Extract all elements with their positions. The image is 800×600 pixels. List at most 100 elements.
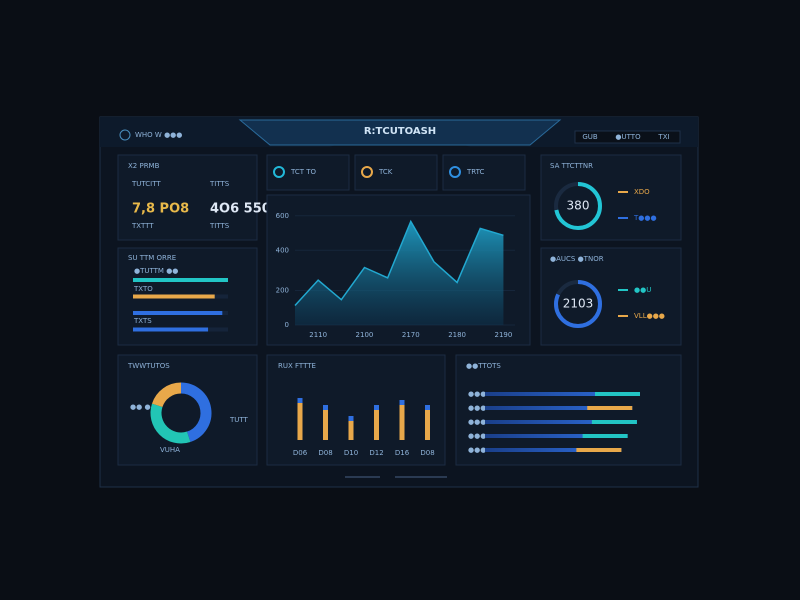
hbar	[485, 420, 637, 424]
progress-label: ●TUTTM ●●	[134, 267, 178, 275]
x-tick-label: 2110	[309, 331, 327, 339]
panel-title: RUX FTTTE	[278, 362, 316, 370]
legend-label: ●●U	[634, 286, 651, 294]
gauge-panel	[540, 154, 682, 241]
line	[294, 219, 504, 306]
gauge-value: 380	[567, 199, 590, 213]
x-tick-label: D16	[395, 449, 410, 457]
bar-cap	[297, 398, 303, 403]
panel-title: ●AUCS ●TNOR	[550, 255, 604, 263]
bar	[425, 405, 430, 440]
x-tick-label: D08	[420, 449, 434, 457]
panel-title: ●●TTOTS	[466, 362, 501, 370]
card-label: TCK	[378, 168, 393, 176]
kpi-label: TUTCITT	[131, 180, 161, 188]
x-tick-label: 2180	[448, 331, 466, 339]
hbar	[485, 448, 622, 452]
x-tick-label: D10	[344, 449, 358, 457]
progress-bar	[133, 327, 209, 332]
bar-panel	[266, 354, 446, 466]
bar	[323, 405, 328, 440]
hbar-tip	[582, 434, 628, 438]
bar	[374, 405, 379, 440]
panel-title: X2 PRMB	[128, 162, 160, 170]
donut-label: VUHA	[160, 446, 180, 454]
panel-title: TWWTUTOS	[127, 362, 170, 370]
progress-bar	[133, 278, 228, 282]
title: R:TCUTOASH	[364, 126, 436, 137]
kpi-value: 4O6 550	[210, 202, 271, 217]
x-tick-label: D08	[318, 449, 332, 457]
donut-label: ●● ●	[130, 403, 151, 411]
card-icon	[361, 166, 373, 178]
button[interactable]: TXI	[657, 133, 669, 141]
hbar-tip	[587, 406, 633, 410]
bar-cap	[425, 405, 430, 410]
x-tick-label: 2170	[402, 331, 420, 339]
card-icon	[273, 166, 285, 178]
kpi-card[interactable]	[266, 154, 350, 191]
donut-label: TUTT	[229, 416, 249, 424]
hbar-tip	[595, 392, 640, 396]
gauge-arc	[554, 280, 602, 328]
panel-title: SU TTM ORRE	[128, 254, 176, 262]
hbar-label: ●●●	[468, 404, 486, 412]
legend-label: VLL●●●	[634, 312, 665, 320]
y-tick-label: 0	[285, 321, 289, 329]
kpi-note: TITTS	[209, 222, 230, 230]
hbar-label: ●●●	[468, 390, 486, 398]
hbar-tip	[591, 420, 637, 424]
card-label: TRTC	[466, 168, 484, 176]
kpi-card[interactable]	[442, 154, 526, 191]
bar-cap	[348, 416, 354, 421]
area	[295, 221, 504, 325]
hbar	[485, 434, 628, 438]
button-group[interactable]	[574, 130, 681, 144]
hbar	[485, 392, 640, 396]
x-tick-label: D06	[293, 449, 308, 457]
hbar-label: ●●●	[468, 418, 486, 426]
card-icon	[449, 166, 461, 178]
bar	[297, 398, 303, 440]
panel-title: SA TTCTTNR	[550, 162, 593, 170]
x-tick-label: D12	[369, 449, 383, 457]
kpi-note: TXTTT	[131, 222, 154, 230]
kpi-card[interactable]	[354, 154, 438, 191]
title-plate	[238, 119, 562, 146]
legend-label: T●●●	[633, 214, 657, 222]
progress-label: TXTS	[133, 317, 152, 325]
gauge-panel	[540, 247, 682, 346]
logo-icon	[119, 129, 131, 141]
hbar-label: ●●●	[468, 446, 486, 454]
progress-bar	[133, 294, 215, 299]
hbar-tip	[576, 448, 622, 452]
kpi-panel	[117, 154, 258, 241]
y-tick-label: 600	[276, 212, 289, 220]
bar-cap	[374, 405, 379, 410]
button[interactable]: GUB	[582, 133, 598, 141]
bar-cap	[399, 400, 405, 405]
donut-segment	[151, 382, 182, 408]
y-tick-label: 200	[276, 287, 289, 295]
bar-cap	[323, 405, 328, 410]
legend-label: XDO	[634, 188, 650, 196]
gauge-arc	[554, 182, 602, 230]
progress-label: TXTO	[133, 285, 153, 293]
donut-panel	[117, 354, 258, 466]
card-label: TCT TO	[290, 168, 317, 176]
progress-bar	[133, 311, 223, 315]
donut-segment	[180, 382, 212, 443]
kpi-label: TITTS	[209, 180, 230, 188]
kpi-value: 7,8 PO8	[132, 202, 189, 217]
hbar-label: ●●●	[468, 432, 486, 440]
donut-segment	[150, 403, 191, 444]
x-tick-label: 2100	[356, 331, 374, 339]
hbar	[485, 406, 633, 410]
bar	[348, 416, 354, 440]
gauge-value: 2103	[563, 297, 594, 311]
logo-text: WHO W ●●●	[135, 131, 182, 139]
bar	[399, 400, 405, 440]
x-tick-label: 2190	[495, 331, 513, 339]
button[interactable]: ●UTTO	[615, 133, 641, 141]
